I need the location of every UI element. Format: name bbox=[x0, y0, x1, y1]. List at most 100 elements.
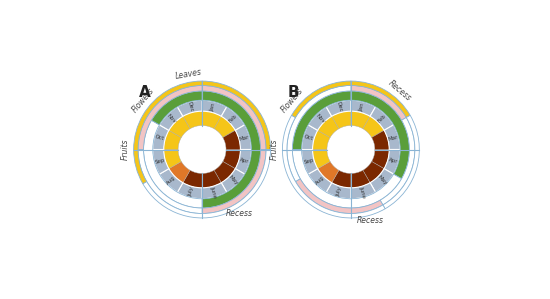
Text: July: July bbox=[336, 186, 343, 197]
Text: Dec: Dec bbox=[187, 101, 195, 113]
Wedge shape bbox=[202, 170, 221, 188]
Wedge shape bbox=[214, 116, 235, 138]
Wedge shape bbox=[351, 183, 376, 199]
Wedge shape bbox=[332, 170, 351, 188]
Text: June: June bbox=[210, 185, 217, 198]
Wedge shape bbox=[221, 169, 245, 192]
Wedge shape bbox=[318, 161, 339, 183]
Text: Fruits: Fruits bbox=[121, 139, 130, 160]
Wedge shape bbox=[301, 150, 318, 174]
Text: Recess: Recess bbox=[226, 209, 252, 218]
Text: Fruits: Fruits bbox=[270, 139, 279, 160]
Text: Feb: Feb bbox=[377, 113, 387, 124]
Wedge shape bbox=[351, 100, 376, 116]
Wedge shape bbox=[223, 130, 240, 150]
Wedge shape bbox=[312, 130, 330, 150]
Text: Apr: Apr bbox=[388, 157, 398, 164]
Wedge shape bbox=[312, 150, 330, 169]
Wedge shape bbox=[202, 100, 227, 116]
Text: Oct: Oct bbox=[155, 135, 165, 142]
Wedge shape bbox=[164, 150, 182, 169]
Text: Aug: Aug bbox=[166, 175, 177, 186]
Wedge shape bbox=[372, 150, 389, 169]
Wedge shape bbox=[164, 130, 182, 150]
Wedge shape bbox=[351, 170, 370, 188]
Wedge shape bbox=[326, 183, 351, 199]
Wedge shape bbox=[183, 170, 202, 188]
Wedge shape bbox=[153, 125, 169, 150]
Wedge shape bbox=[202, 150, 266, 213]
Wedge shape bbox=[351, 91, 409, 179]
Text: Jan: Jan bbox=[210, 102, 217, 112]
Wedge shape bbox=[363, 161, 384, 183]
Text: May: May bbox=[376, 175, 388, 186]
Text: Nov: Nov bbox=[315, 113, 326, 124]
Wedge shape bbox=[383, 115, 419, 209]
Wedge shape bbox=[292, 81, 351, 118]
Wedge shape bbox=[138, 150, 202, 213]
Wedge shape bbox=[235, 150, 251, 174]
Wedge shape bbox=[380, 118, 415, 205]
Wedge shape bbox=[351, 86, 406, 120]
Wedge shape bbox=[169, 116, 190, 138]
Wedge shape bbox=[183, 111, 202, 129]
Text: Feb: Feb bbox=[228, 113, 238, 124]
Text: Leaves: Leaves bbox=[175, 67, 203, 81]
Wedge shape bbox=[235, 125, 251, 150]
Wedge shape bbox=[202, 111, 221, 129]
Wedge shape bbox=[293, 150, 402, 208]
Wedge shape bbox=[202, 183, 227, 199]
Wedge shape bbox=[134, 81, 202, 184]
Wedge shape bbox=[138, 86, 202, 150]
Wedge shape bbox=[384, 150, 400, 174]
Wedge shape bbox=[143, 150, 271, 218]
Wedge shape bbox=[332, 111, 351, 129]
Text: June: June bbox=[358, 185, 366, 198]
Wedge shape bbox=[326, 100, 351, 116]
Wedge shape bbox=[351, 81, 410, 118]
Wedge shape bbox=[318, 116, 339, 138]
Wedge shape bbox=[287, 86, 351, 181]
Wedge shape bbox=[202, 81, 271, 150]
Wedge shape bbox=[295, 179, 383, 213]
Wedge shape bbox=[370, 107, 394, 130]
Wedge shape bbox=[370, 169, 394, 192]
Text: Nov: Nov bbox=[166, 113, 177, 124]
Wedge shape bbox=[221, 107, 245, 130]
Wedge shape bbox=[283, 115, 385, 218]
Wedge shape bbox=[372, 130, 389, 150]
Wedge shape bbox=[202, 91, 261, 208]
Wedge shape bbox=[153, 150, 169, 174]
Text: Recess: Recess bbox=[356, 216, 383, 225]
Wedge shape bbox=[308, 107, 332, 130]
Text: Oct: Oct bbox=[304, 135, 313, 142]
Wedge shape bbox=[169, 161, 190, 183]
Wedge shape bbox=[178, 100, 202, 116]
Text: Flowers: Flowers bbox=[130, 86, 156, 114]
Wedge shape bbox=[160, 107, 183, 130]
Wedge shape bbox=[160, 169, 183, 192]
Wedge shape bbox=[223, 150, 240, 169]
Text: B: B bbox=[288, 85, 300, 100]
Wedge shape bbox=[301, 125, 318, 150]
Text: July: July bbox=[187, 186, 195, 197]
Text: Recess: Recess bbox=[387, 79, 414, 103]
Wedge shape bbox=[214, 161, 235, 183]
Text: Sep: Sep bbox=[154, 157, 166, 164]
Wedge shape bbox=[202, 86, 266, 150]
Wedge shape bbox=[308, 169, 332, 192]
Text: Mar: Mar bbox=[388, 135, 399, 142]
Text: Flowers: Flowers bbox=[279, 86, 305, 114]
Text: Apr: Apr bbox=[239, 157, 250, 164]
Text: A: A bbox=[139, 85, 151, 100]
Wedge shape bbox=[351, 111, 370, 129]
Text: Dec: Dec bbox=[336, 101, 343, 113]
Wedge shape bbox=[363, 116, 384, 138]
Text: Mar: Mar bbox=[239, 135, 250, 142]
Text: Aug: Aug bbox=[315, 175, 326, 186]
Wedge shape bbox=[293, 91, 351, 150]
Wedge shape bbox=[384, 125, 400, 150]
Wedge shape bbox=[178, 183, 202, 199]
Wedge shape bbox=[151, 91, 202, 125]
Text: May: May bbox=[227, 175, 239, 186]
